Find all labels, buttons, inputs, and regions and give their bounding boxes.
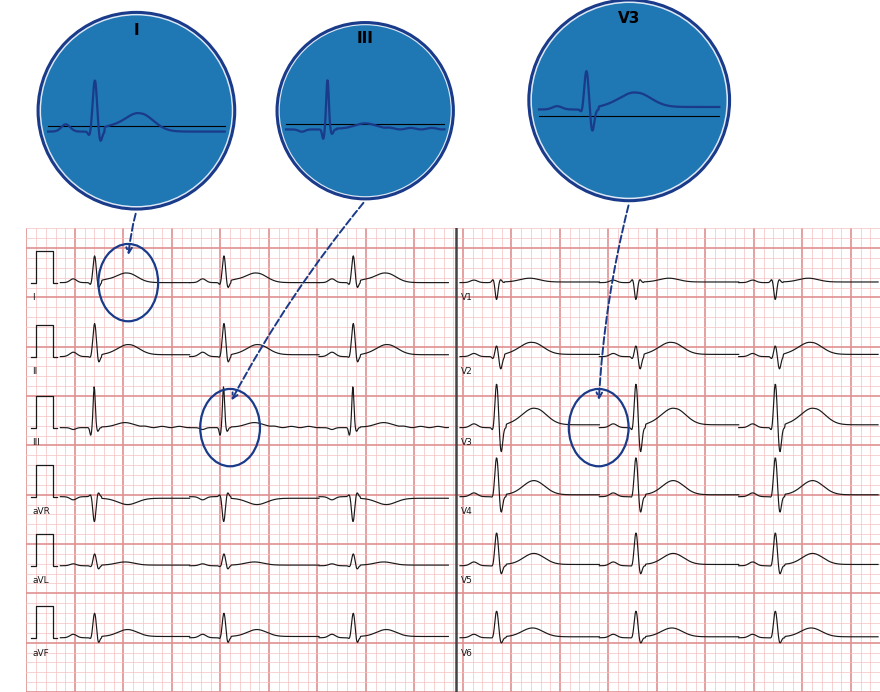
Text: V5: V5 [461,576,473,585]
Text: V2: V2 [461,367,473,376]
Text: III: III [33,439,40,448]
Text: V3: V3 [461,439,473,448]
Circle shape [277,23,453,199]
Circle shape [532,3,727,198]
Text: I: I [134,23,139,38]
Circle shape [38,12,235,209]
Text: aVF: aVF [33,648,49,657]
Text: I: I [33,293,35,302]
Circle shape [529,0,730,201]
Text: aVR: aVR [33,507,50,516]
Circle shape [280,26,451,197]
Text: V6: V6 [461,648,473,657]
Text: II: II [33,367,38,376]
Text: V3: V3 [618,11,641,26]
Text: aVL: aVL [33,576,49,585]
Text: III: III [356,31,374,46]
Circle shape [41,15,231,206]
Text: V4: V4 [461,507,473,516]
Text: V1: V1 [461,293,473,302]
